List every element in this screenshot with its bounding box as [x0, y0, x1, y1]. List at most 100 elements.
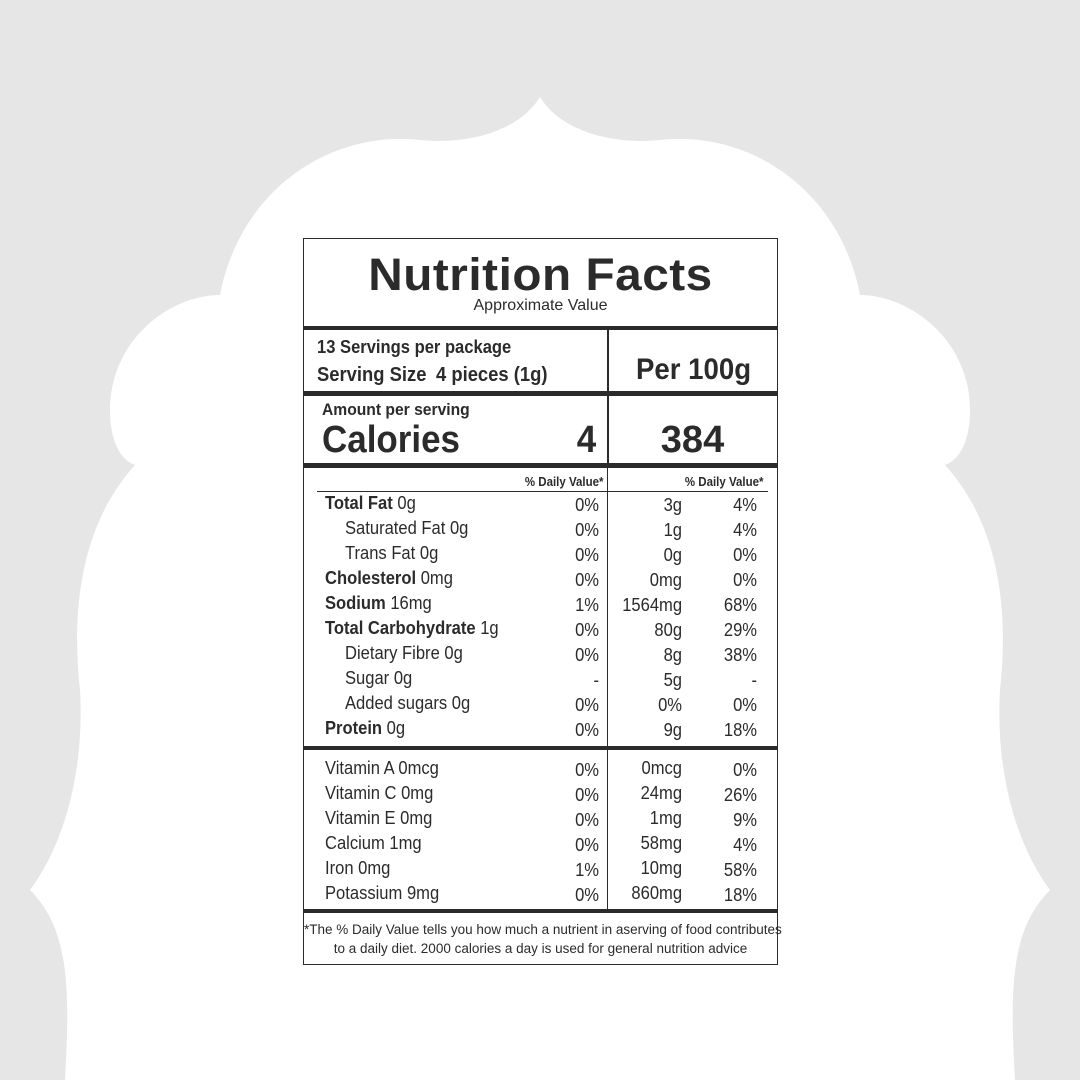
vitamin-amount: 0mg — [358, 858, 391, 878]
nutrient-daily-value-100g: 38% — [723, 645, 757, 665]
label-subtitle: Approximate Value — [473, 297, 608, 314]
nutrient-amount: 0g — [397, 493, 416, 513]
per-100g-header: Per 100g — [636, 353, 752, 386]
nutrient-amount: 0g — [451, 693, 471, 713]
calories-per-serving: 4 — [576, 419, 596, 461]
nutrient-amount: 0g — [386, 718, 406, 738]
nutrient-name: Sugar 0g — [345, 668, 412, 689]
nutrient-daily-value: 0% — [575, 570, 599, 590]
nutrient-daily-value-100g: 0% — [733, 695, 757, 715]
nutrient-name: Cholesterol 0mg — [325, 568, 453, 589]
nutrient-label: Dietary Fibre — [345, 643, 440, 663]
vitamin-daily-value: 0% — [575, 785, 599, 805]
nutrient-per-100g: 0% — [658, 695, 682, 715]
nutrient-label: Trans Fat — [345, 543, 416, 563]
nutrient-per-100g: 3g — [663, 495, 682, 515]
nutrient-daily-value-100g: 68% — [723, 595, 757, 615]
nutrient-label: Added sugars — [345, 693, 448, 713]
nutrient-label: Total Fat — [325, 493, 393, 513]
nutrient-amount: 0g — [393, 668, 413, 688]
column-divider — [607, 750, 608, 910]
vitamin-per-100g: 24mg — [640, 783, 682, 803]
vitamin-label: Iron — [325, 858, 354, 878]
vitamin-name: Vitamin E 0mg — [325, 808, 432, 829]
vitamin-per-100g: 860mg — [631, 883, 682, 903]
label-title: Nutrition Facts — [368, 249, 713, 300]
divider-thin — [317, 491, 768, 492]
column-divider — [607, 329, 609, 463]
nutrient-daily-value: 0% — [575, 545, 599, 565]
vitamin-amount: 1mg — [389, 833, 422, 853]
nutrient-daily-value-100g: 4% — [733, 495, 757, 515]
nutrient-per-100g: 80g — [654, 620, 682, 640]
divider-thick — [304, 746, 777, 750]
footnote-line-2: to a daily diet. 2000 calories a day is … — [333, 941, 748, 956]
nutrient-daily-value: 0% — [575, 520, 599, 540]
nutrient-label: Sodium — [325, 593, 386, 613]
vitamin-daily-value: 0% — [575, 810, 599, 830]
servings-per-package: 13 Servings per package — [317, 337, 512, 357]
divider-thick — [304, 463, 777, 468]
daily-value-header-left: % Daily Value* — [524, 475, 603, 489]
nutrient-amount: 0mg — [420, 568, 453, 588]
nutrient-daily-value: 1% — [575, 595, 599, 615]
vitamin-per-100g: 58mg — [640, 833, 682, 853]
vitamin-daily-value-100g: 58% — [723, 860, 757, 880]
vitamin-name: Vitamin C 0mg — [325, 783, 433, 804]
nutrient-daily-value-100g: 4% — [733, 520, 757, 540]
vitamin-label: Vitamin A — [325, 758, 394, 778]
nutrient-daily-value: 0% — [575, 495, 599, 515]
serving-size-label: Serving Size — [317, 364, 427, 386]
nutrient-name: Total Fat 0g — [325, 493, 416, 514]
nutrient-name: Saturated Fat 0g — [345, 518, 468, 539]
nutrient-label: Cholesterol — [325, 568, 417, 588]
divider-thick — [304, 391, 777, 396]
column-divider — [607, 468, 608, 746]
nutrient-name: Sodium 16mg — [325, 593, 432, 614]
vitamin-name: Iron 0mg — [325, 858, 390, 879]
vitamin-label: Vitamin C — [325, 783, 397, 803]
nutrient-per-100g: 1564mg — [622, 595, 682, 615]
nutrient-name: Dietary Fibre 0g — [345, 643, 463, 664]
vitamin-daily-value: 0% — [575, 760, 599, 780]
vitamin-amount: 0mg — [400, 808, 433, 828]
nutrient-daily-value-100g: 29% — [723, 620, 757, 640]
vitamin-name: Potassium 9mg — [325, 883, 439, 904]
footnote-line-1: *The % Daily Value tells you how much a … — [304, 922, 782, 937]
vitamin-daily-value-100g: 4% — [733, 835, 757, 855]
nutrient-name: Added sugars 0g — [345, 693, 470, 714]
nutrient-daily-value-100g: 0% — [733, 545, 757, 565]
calories-label: Calories — [322, 419, 460, 461]
vitamin-amount: 9mg — [406, 883, 440, 903]
divider-thick — [304, 326, 777, 330]
vitamin-daily-value: 0% — [575, 885, 599, 905]
nutrient-daily-value: 0% — [575, 695, 599, 715]
nutrient-label: Sugar — [345, 668, 390, 688]
amount-per-serving-label: Amount per serving — [322, 400, 470, 419]
nutrient-per-100g: 9g — [663, 720, 682, 740]
nutrient-name: Total Carbohydrate 1g — [325, 618, 499, 639]
vitamin-label: Potassium — [325, 883, 403, 903]
vitamin-amount: 0mg — [401, 783, 434, 803]
nutrient-per-100g: 0mg — [649, 570, 682, 590]
nutrient-amount: 16mg — [390, 593, 432, 613]
nutrient-name: Trans Fat 0g — [345, 543, 438, 564]
nutrient-daily-value-100g: 0% — [733, 570, 757, 590]
nutrient-per-100g: 1g — [663, 520, 682, 540]
divider-thick — [304, 909, 777, 913]
daily-value-header-right: % Daily Value* — [684, 475, 763, 489]
vitamin-daily-value: 1% — [575, 860, 599, 880]
nutrient-amount: 1g — [480, 618, 499, 638]
vitamin-daily-value-100g: 18% — [723, 885, 757, 905]
vitamin-label: Calcium — [325, 833, 385, 853]
vitamin-per-100g: 0mcg — [641, 758, 682, 778]
vitamin-daily-value-100g: 26% — [723, 785, 757, 805]
vitamin-name: Vitamin A 0mcg — [325, 758, 439, 779]
nutrient-amount: 0g — [419, 543, 439, 563]
vitamin-per-100g: 1mg — [649, 808, 682, 828]
nutrient-daily-value: 0% — [575, 720, 599, 740]
nutrient-per-100g: 8g — [663, 645, 682, 665]
nutrient-daily-value: 0% — [575, 645, 599, 665]
serving-size-value: 4 pieces (1g) — [436, 364, 548, 386]
nutrient-per-100g: 0g — [663, 545, 682, 565]
